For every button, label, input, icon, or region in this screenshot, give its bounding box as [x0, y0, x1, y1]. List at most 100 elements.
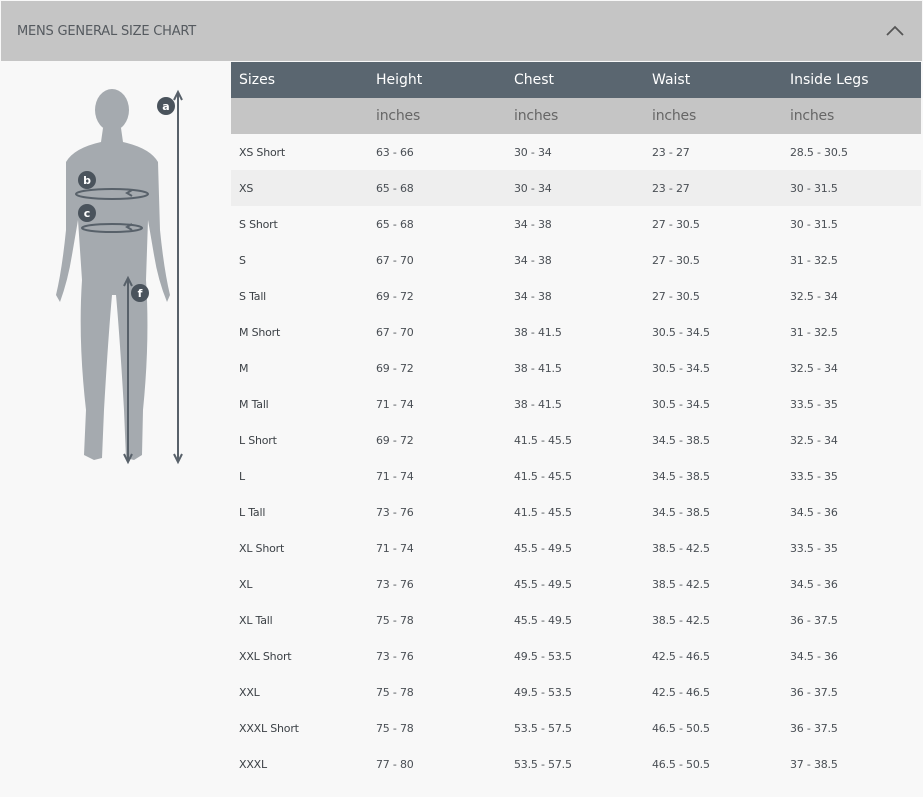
measurement-cell: 45.5 - 49.5: [506, 530, 644, 566]
measurement-cell: 41.5 - 45.5: [506, 422, 644, 458]
table-row: S 67 - 70 34 - 38 27 - 30.5 31 - 32.5: [231, 242, 921, 278]
table-row: XL 73 - 76 45.5 - 49.5 38.5 - 42.5 34.5 - 36: [231, 566, 921, 602]
measurement-cell: 34.5 - 36: [782, 494, 921, 530]
size-table: Sizes Height Chest Waist Inside Legs inc…: [231, 62, 921, 782]
size-chart-header[interactable]: MENS GENERAL SIZE CHART: [1, 1, 922, 61]
marker-label: f: [138, 287, 143, 300]
measurement-cell: 30 - 31.5: [782, 206, 921, 242]
table-row: XS 65 - 68 30 - 34 23 - 27 30 - 31.5: [231, 170, 921, 206]
measurement-cell: 38 - 41.5: [506, 386, 644, 422]
size-chart-title: MENS GENERAL SIZE CHART: [17, 24, 197, 39]
column-headers: Sizes Height Chest Waist Inside Legs: [231, 62, 921, 98]
measurement-cell: 46.5 - 50.5: [644, 746, 782, 782]
measurement-cell: 45.5 - 49.5: [506, 602, 644, 638]
table-row: S Short 65 - 68 34 - 38 27 - 30.5 30 - 31.5: [231, 206, 921, 242]
measurement-cell: 67 - 70: [368, 242, 506, 278]
measurement-cell: 36 - 37.5: [782, 674, 921, 710]
measurement-cell: 34.5 - 36: [782, 566, 921, 602]
table-row: XS Short 63 - 66 30 - 34 23 - 27 28.5 - 30.5: [231, 134, 921, 170]
measurement-cell: 28.5 - 30.5: [782, 134, 921, 170]
size-cell: L Short: [231, 422, 368, 458]
measurement-cell: 75 - 78: [368, 602, 506, 638]
table-row: M 69 - 72 38 - 41.5 30.5 - 34.5 32.5 - 34: [231, 350, 921, 386]
measurement-cell: 38.5 - 42.5: [644, 566, 782, 602]
unit-cell: inches: [644, 98, 782, 134]
table-row: S Tall 69 - 72 34 - 38 27 - 30.5 32.5 - 34: [231, 278, 921, 314]
size-cell: XS Short: [231, 134, 368, 170]
measurement-cell: 38.5 - 42.5: [644, 602, 782, 638]
measurement-cell: 23 - 27: [644, 170, 782, 206]
measurement-cell: 32.5 - 34: [782, 422, 921, 458]
marker-label: b: [83, 174, 91, 187]
measurement-cell: 27 - 30.5: [644, 206, 782, 242]
measurement-cell: 46.5 - 50.5: [644, 710, 782, 746]
table-row: M Tall 71 - 74 38 - 41.5 30.5 - 34.5 33.5 - …: [231, 386, 921, 422]
measurement-cell: 30 - 34: [506, 134, 644, 170]
size-cell: XL: [231, 566, 368, 602]
measurement-cell: 38.5 - 42.5: [644, 530, 782, 566]
measurement-cell: 34 - 38: [506, 242, 644, 278]
unit-cell: inches: [368, 98, 506, 134]
table-row: XXXL Short 75 - 78 53.5 - 57.5 46.5 - 50.5 3…: [231, 710, 921, 746]
measurement-cell: 34.5 - 36: [782, 638, 921, 674]
measurement-cell: 23 - 27: [644, 134, 782, 170]
measurement-cell: 34.5 - 38.5: [644, 494, 782, 530]
unit-cell: inches: [506, 98, 644, 134]
measurement-cell: 33.5 - 35: [782, 386, 921, 422]
measurement-cell: 45.5 - 49.5: [506, 566, 644, 602]
measurement-cell: 63 - 66: [368, 134, 506, 170]
body-silhouette: [56, 89, 170, 460]
measurement-cell: 75 - 78: [368, 674, 506, 710]
measurement-cell: 34 - 38: [506, 206, 644, 242]
col-header: Sizes: [231, 62, 368, 98]
unit-cell: inches: [782, 98, 921, 134]
measurement-cell: 31 - 32.5: [782, 242, 921, 278]
measurement-cell: 32.5 - 34: [782, 278, 921, 314]
measurement-cell: 38 - 41.5: [506, 314, 644, 350]
table-row: XXL 75 - 78 49.5 - 53.5 42.5 - 46.5 36 - 37.…: [231, 674, 921, 710]
measurement-cell: 34 - 38: [506, 278, 644, 314]
table-row: L 71 - 74 41.5 - 45.5 34.5 - 38.5 33.5 - 35: [231, 458, 921, 494]
table-row: L Short 69 - 72 41.5 - 45.5 34.5 - 38.5 32.5…: [231, 422, 921, 458]
marker-a: [157, 97, 175, 115]
measurement-cell: 36 - 37.5: [782, 602, 921, 638]
table-row: XXXL 77 - 80 53.5 - 57.5 46.5 - 50.5 37 - 38…: [231, 746, 921, 782]
measurement-cell: 49.5 - 53.5: [506, 674, 644, 710]
size-cell: M Short: [231, 314, 368, 350]
measurement-cell: 34.5 - 38.5: [644, 422, 782, 458]
measurement-cell: 38 - 41.5: [506, 350, 644, 386]
measurement-cell: 65 - 68: [368, 170, 506, 206]
measurement-cell: 73 - 76: [368, 494, 506, 530]
measurement-cell: 36 - 37.5: [782, 710, 921, 746]
col-header: Waist: [644, 62, 782, 98]
measurement-cell: 53.5 - 57.5: [506, 746, 644, 782]
size-cell: XS: [231, 170, 368, 206]
measurement-cell: 30 - 31.5: [782, 170, 921, 206]
measurement-cell: 34.5 - 38.5: [644, 458, 782, 494]
units-row: inches inches inches inches: [231, 98, 921, 134]
measurement-cell: 30.5 - 34.5: [644, 386, 782, 422]
measurement-cell: 30.5 - 34.5: [644, 350, 782, 386]
measurement-cell: 65 - 68: [368, 206, 506, 242]
marker-c: [78, 204, 96, 222]
chevron-up-icon[interactable]: [884, 23, 906, 39]
measurement-cell: 42.5 - 46.5: [644, 674, 782, 710]
measurement-cell: 42.5 - 46.5: [644, 638, 782, 674]
size-cell: L Tall: [231, 494, 368, 530]
col-header: Chest: [506, 62, 644, 98]
measurement-cell: 33.5 - 35: [782, 458, 921, 494]
col-header: Height: [368, 62, 506, 98]
measurement-cell: 73 - 76: [368, 638, 506, 674]
measurement-cell: 41.5 - 45.5: [506, 494, 644, 530]
marker-label: a: [162, 100, 169, 113]
measurement-cell: 67 - 70: [368, 314, 506, 350]
size-cell: S: [231, 242, 368, 278]
size-cell: M: [231, 350, 368, 386]
marker-b: [78, 171, 96, 189]
unit-cell: [231, 98, 368, 134]
measurement-cell: 69 - 72: [368, 278, 506, 314]
measurement-cell: 27 - 30.5: [644, 242, 782, 278]
measurement-cell: 71 - 74: [368, 530, 506, 566]
measurement-cell: 75 - 78: [368, 710, 506, 746]
size-cell: S Short: [231, 206, 368, 242]
